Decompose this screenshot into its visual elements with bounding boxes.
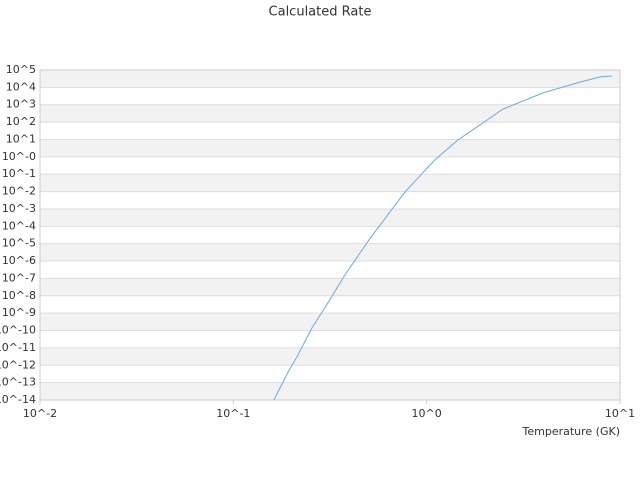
y-tick-label: 10^3	[6, 98, 36, 111]
y-tick-label: 10^-8	[2, 289, 36, 302]
y-tick-label: 10^-3	[2, 202, 36, 215]
y-tick-label: 10^-12	[0, 358, 36, 371]
y-tick-label: 10^2	[6, 115, 36, 128]
y-tick-label: 10^-13	[0, 376, 36, 389]
grid-band	[40, 243, 620, 262]
plot-frame	[39, 69, 621, 401]
y-tick-label: 10^-4	[2, 219, 36, 232]
grid-band	[40, 174, 620, 192]
y-tick-label: 10^-9	[2, 306, 36, 319]
y-tick-label: 10^-1	[2, 167, 36, 180]
grid	[40, 69, 620, 401]
grid-band	[40, 347, 620, 366]
grid-band	[40, 139, 620, 157]
series-line	[273, 75, 613, 400]
y-tick-label: 10^5	[6, 63, 36, 76]
y-tick-label: 10^1	[6, 132, 36, 145]
grid-band	[40, 313, 620, 331]
grid-band	[40, 382, 620, 400]
y-tick-label: 10^-0	[2, 150, 36, 163]
y-tick-label: 10^-11	[0, 341, 36, 354]
y-tick-label: 10^-14	[0, 393, 36, 406]
y-tick-label: 10^4	[6, 80, 36, 93]
y-tick-label: 10^-7	[2, 271, 36, 284]
series	[273, 75, 613, 400]
grid-bands	[40, 70, 620, 400]
y-tick-label: 10^-6	[2, 254, 36, 267]
grid-band	[40, 208, 620, 227]
x-tick-label: 10^0	[412, 407, 442, 420]
grid-band	[40, 70, 620, 88]
x-tick-label: 10^-1	[216, 407, 250, 420]
grid-band	[40, 278, 620, 296]
grid-band	[40, 104, 620, 123]
x-tick-label: 10^-2	[23, 407, 57, 420]
x-tick-label: 10^1	[605, 407, 635, 420]
y-tick-label: 10^-2	[2, 185, 36, 198]
x-axis-label: Temperature (GK)	[522, 425, 621, 438]
y-tick-label: 10^-10	[0, 324, 36, 337]
chart-title: Calculated Rate	[269, 5, 372, 20]
y-tick-label: 10^-5	[2, 237, 36, 250]
